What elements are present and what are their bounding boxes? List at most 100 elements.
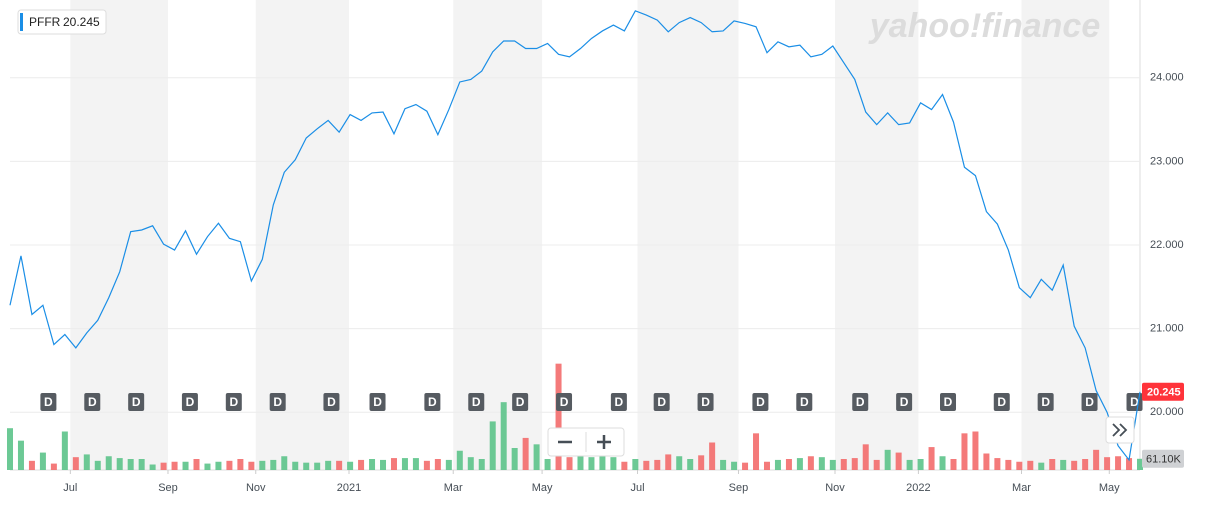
- ticker-swatch: [20, 13, 23, 31]
- volume-bar: [555, 363, 562, 470]
- volume-bar: [1005, 459, 1012, 470]
- dividend-marker: [84, 393, 101, 411]
- volume-bar: [1038, 462, 1045, 470]
- volume-bar: [1049, 459, 1056, 470]
- volume-bar: [292, 461, 299, 470]
- volume-bar: [895, 452, 902, 470]
- zoom-in-button[interactable]: [597, 435, 611, 449]
- volume-bar: [1016, 461, 1023, 470]
- x-tick-label: Sep: [158, 482, 178, 494]
- volume-bar: [380, 459, 387, 470]
- y-tick-label: 21.000: [1150, 323, 1184, 335]
- y-tick-label: 24.000: [1150, 72, 1184, 84]
- volume-bar: [17, 440, 24, 470]
- volume-bar: [237, 459, 244, 470]
- volume-bar: [654, 459, 661, 470]
- volume-bar: [731, 461, 738, 470]
- volume-bar: [116, 458, 123, 470]
- volume-bar: [829, 459, 836, 470]
- y-tick-label: 23.000: [1150, 155, 1184, 167]
- volume-bar: [1060, 459, 1067, 470]
- volume-bar: [423, 460, 430, 470]
- month-band: [835, 0, 919, 470]
- dividend-label: D: [327, 395, 336, 409]
- dividend-marker: [1081, 393, 1098, 411]
- dividend-label: D: [88, 395, 97, 409]
- volume-bar: [412, 458, 419, 470]
- volume-bar: [105, 456, 112, 470]
- volume-bar: [401, 458, 408, 470]
- dividend-marker: [181, 393, 198, 411]
- volume-bar: [807, 456, 814, 470]
- x-tick-label: Mar: [444, 482, 463, 494]
- x-tick-label: 2021: [337, 482, 361, 494]
- volume-bar: [456, 450, 463, 470]
- volume-bar: [478, 459, 485, 470]
- volume-bar: [259, 460, 266, 470]
- dividend-marker: [610, 393, 627, 411]
- volume-bar: [687, 459, 694, 470]
- month-band: [1021, 0, 1110, 470]
- volume-bar: [28, 460, 35, 470]
- volume-bar: [270, 459, 277, 470]
- volume-bar: [533, 444, 540, 470]
- volume-bar: [500, 402, 507, 470]
- volume-bar: [774, 459, 781, 470]
- volume-bar: [303, 462, 310, 470]
- month-band: [453, 0, 543, 470]
- dividend-marker: [40, 393, 57, 411]
- dividend-label: D: [900, 395, 909, 409]
- dividend-label: D: [1130, 395, 1139, 409]
- price-tag-label: 20.245: [1147, 387, 1181, 399]
- volume-bar: [698, 455, 705, 470]
- dividend-marker: [752, 393, 769, 411]
- volume-bar: [390, 458, 397, 470]
- month-band: [637, 0, 739, 470]
- volume-bar: [226, 460, 233, 470]
- volume-bar: [950, 459, 957, 470]
- dividend-label: D: [701, 395, 710, 409]
- volume-bar: [983, 453, 990, 470]
- dividend-marker: [512, 393, 529, 411]
- volume-bar: [665, 454, 672, 470]
- volume-bar: [193, 459, 200, 470]
- dividend-label: D: [1041, 395, 1050, 409]
- y-tick-label: 22.000: [1150, 239, 1184, 251]
- volume-bar: [818, 457, 825, 470]
- volume-bar: [94, 460, 101, 470]
- dividend-marker: [852, 393, 869, 411]
- dividend-marker: [225, 393, 242, 411]
- x-tick-label: May: [1099, 482, 1120, 494]
- volume-bar: [369, 459, 376, 470]
- volume-bar: [511, 448, 518, 470]
- y-tick-label: 20.000: [1150, 406, 1184, 418]
- dividend-marker: [940, 393, 957, 411]
- x-tick-label: Jul: [631, 482, 645, 494]
- dividend-label: D: [44, 395, 53, 409]
- volume-bar: [281, 456, 288, 470]
- dividend-label: D: [856, 395, 865, 409]
- volume-bar: [709, 442, 716, 470]
- volume-bar: [1126, 458, 1133, 470]
- volume-bar: [884, 449, 891, 470]
- dividend-label: D: [186, 395, 195, 409]
- volume-bar: [610, 457, 617, 470]
- dividend-marker: [269, 393, 286, 411]
- month-band: [70, 0, 168, 470]
- volume-tag-label: 61.10K: [1146, 454, 1182, 466]
- dividend-label: D: [132, 395, 141, 409]
- dividend-marker: [556, 393, 573, 411]
- volume-bar: [1082, 459, 1089, 470]
- x-tick-label: 2022: [906, 482, 930, 494]
- volume-bar: [720, 459, 727, 470]
- dividend-marker: [993, 393, 1010, 411]
- volume-bar: [522, 437, 529, 470]
- volume-bar: [336, 460, 343, 470]
- dividend-marker: [424, 393, 441, 411]
- volume-bar: [347, 461, 354, 470]
- volume-bar: [467, 457, 474, 470]
- volume-bar: [917, 459, 924, 470]
- volume-bar: [50, 463, 57, 470]
- volume-bar: [753, 433, 760, 470]
- volume-bar: [994, 458, 1001, 470]
